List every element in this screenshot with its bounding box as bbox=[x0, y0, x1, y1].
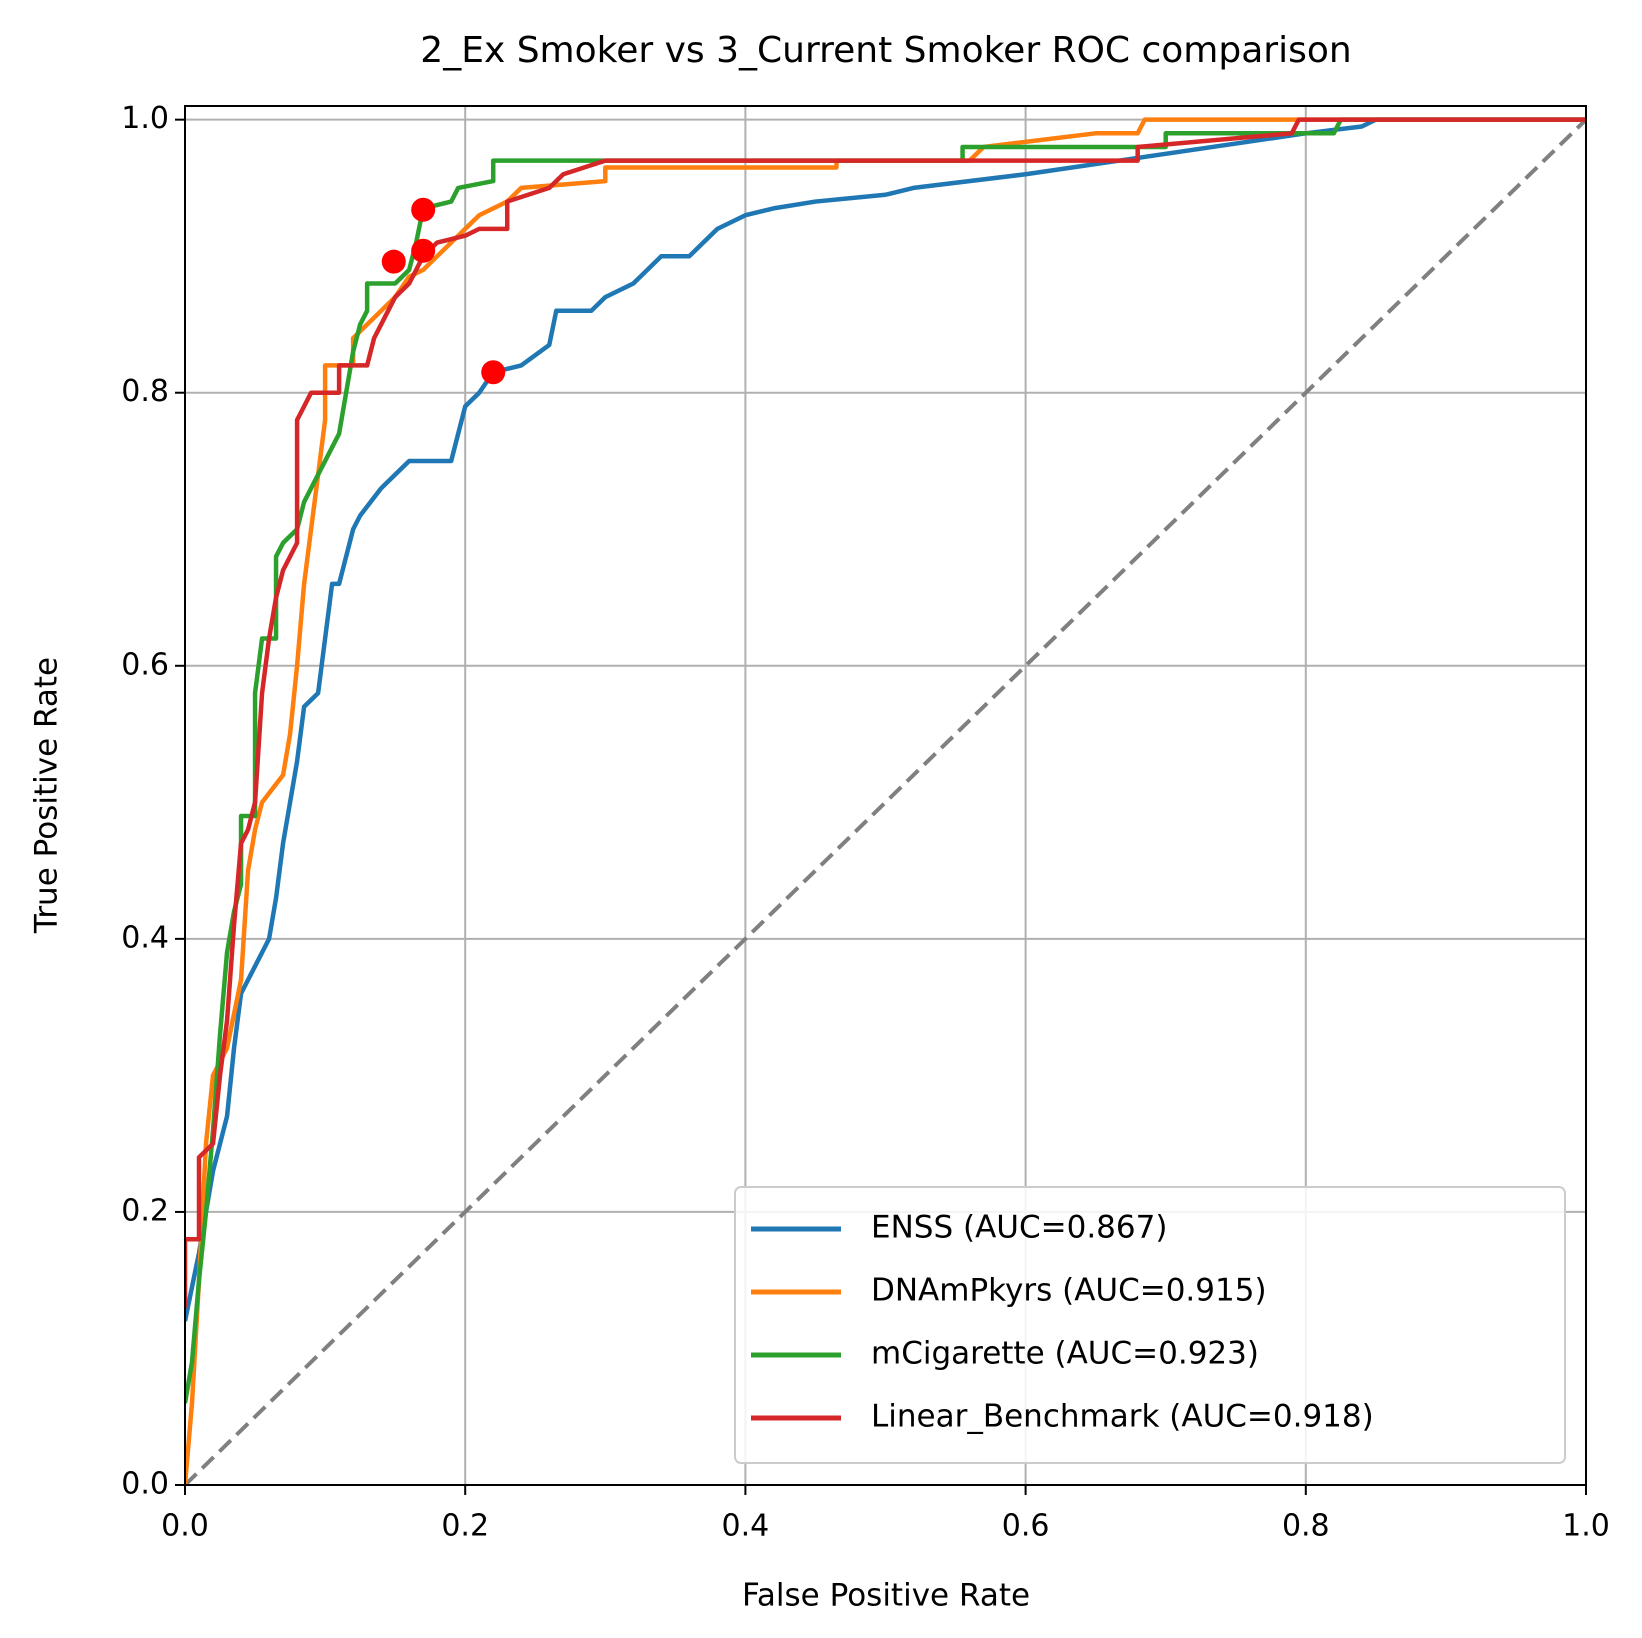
legend-label: DNAmPkyrs (AUC=0.915) bbox=[871, 1273, 1267, 1309]
y-tick-label: 0.8 bbox=[121, 374, 169, 409]
x-tick-label: 0.8 bbox=[1282, 1509, 1330, 1544]
optimal-point bbox=[381, 249, 406, 274]
y-tick-label: 0.4 bbox=[121, 920, 169, 955]
optimal-point bbox=[411, 238, 436, 263]
legend-box bbox=[734, 1186, 1566, 1464]
optimal-point bbox=[481, 360, 506, 385]
y-tick-label: 0.0 bbox=[121, 1467, 169, 1502]
plot-frame bbox=[184, 105, 1587, 1486]
legend: ENSS (AUC=0.867) DNAmPkyrs (AUC=0.915) mCi… bbox=[734, 1186, 1566, 1464]
optimal-point bbox=[411, 197, 436, 222]
x-tick-label: 0.6 bbox=[1002, 1509, 1050, 1544]
x-tick-label: 0.0 bbox=[161, 1509, 209, 1544]
legend-label: ENSS (AUC=0.867) bbox=[871, 1210, 1167, 1246]
roc-line bbox=[185, 117, 1586, 1322]
legend-label: Linear_Benchmark (AUC=0.918) bbox=[871, 1399, 1374, 1435]
legend-label: mCigarette (AUC=0.923) bbox=[871, 1336, 1259, 1372]
y-tick-label: 0.6 bbox=[121, 647, 169, 682]
plot bbox=[185, 117, 1586, 1485]
x-tick-label: 1.0 bbox=[1562, 1509, 1610, 1544]
reference-line bbox=[185, 118, 1586, 1485]
roc-line bbox=[185, 117, 1586, 1308]
y-tick-label: 0.2 bbox=[121, 1193, 169, 1228]
x-axis-label: False Positive Rate bbox=[742, 1578, 1030, 1614]
y-axis-label: True Positive Rate bbox=[29, 657, 65, 934]
x-tick-label: 0.2 bbox=[441, 1509, 489, 1544]
y-tick-label: 1.0 bbox=[121, 101, 169, 136]
chart-title: 2_Ex Smoker vs 3_Current Smoker ROC comp… bbox=[420, 30, 1351, 71]
roc-line bbox=[185, 117, 1586, 1485]
x-tick-label: 0.4 bbox=[722, 1509, 770, 1544]
